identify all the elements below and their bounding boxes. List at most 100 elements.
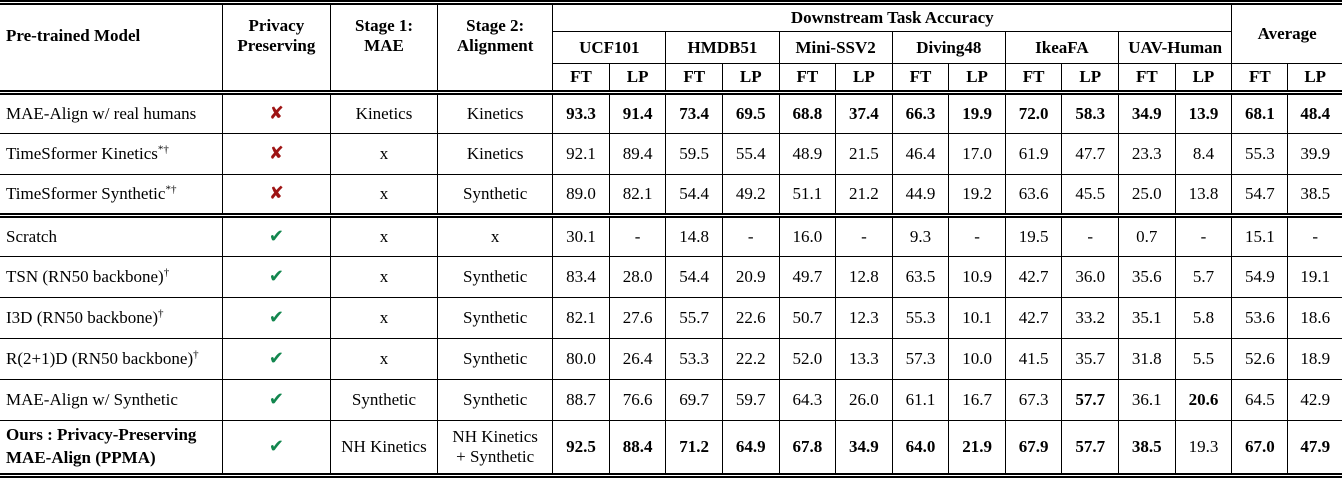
value-cell: 36.0: [1061, 256, 1119, 298]
value-cell: 10.9: [948, 256, 1006, 298]
value-cell: 35.6: [1118, 256, 1176, 298]
value-cell: 13.3: [835, 338, 893, 380]
col-header-hmdb51: HMDB51: [665, 31, 780, 64]
stage2-cell: Kinetics: [437, 92, 553, 134]
value-cell: 67.8: [778, 420, 836, 476]
value-cell: 59.7: [721, 379, 780, 421]
col-header-ft: FT: [552, 63, 610, 95]
value-cell: 53.6: [1231, 297, 1288, 339]
table-row: Scratch ✔ x x 30.1-14.8-16.0-9.3-19.5-0.7-15…: [0, 215, 1342, 257]
value-cell: 76.6: [608, 379, 666, 421]
col-header-stage2: Stage 2: Alignment: [437, 2, 553, 95]
stage1-cell: x: [329, 338, 438, 380]
value-cell: 93.3: [552, 92, 610, 134]
value-cell: 55.3: [891, 297, 949, 339]
footnote-marker: †: [158, 306, 164, 319]
value-cell: 61.1: [891, 379, 949, 421]
stage1-cell: Synthetic: [329, 379, 438, 421]
value-cell: 57.7: [1061, 420, 1119, 476]
value-cell: 12.3: [835, 297, 893, 339]
value-cell: 69.7: [665, 379, 723, 421]
value-cell: 39.9: [1287, 133, 1342, 175]
cross-icon: ✘: [268, 103, 284, 124]
model-name-cell: R(2+1)D (RN50 backbone)†: [0, 338, 223, 380]
value-cell: 46.4: [891, 133, 949, 175]
check-icon: ✔: [268, 307, 284, 328]
value-cell: 22.6: [721, 297, 780, 339]
value-cell: 49.2: [721, 174, 780, 218]
value-cell: -: [608, 215, 666, 257]
stage2-cell: x: [437, 215, 553, 257]
value-cell: 38.5: [1118, 420, 1176, 476]
privacy-cell: ✔: [221, 215, 331, 257]
value-cell: 63.5: [891, 256, 949, 298]
value-cell: 36.1: [1118, 379, 1176, 421]
stage2-cell: Synthetic: [437, 174, 553, 218]
value-cell: 64.0: [891, 420, 949, 476]
value-cell: 26.4: [608, 338, 666, 380]
col-header-lp: LP: [1174, 63, 1232, 95]
value-cell: -: [1287, 215, 1342, 257]
col-header-stage2-line1: Stage 2:: [466, 15, 525, 35]
value-cell: 16.7: [948, 379, 1006, 421]
col-group-downstream: Downstream Task Accuracy: [552, 2, 1232, 32]
stage2-cell: NH Kinetics + Synthetic: [437, 420, 553, 476]
results-table: Pre-trained Model Privacy Preserving Stag…: [0, 0, 1342, 478]
footnote-marker: †: [193, 347, 199, 360]
stage1-cell: x: [329, 256, 438, 298]
stage2-cell: Synthetic: [437, 379, 553, 421]
table-row: MAE-Align w/ Synthetic ✔ Synthetic Syntheti…: [0, 379, 1342, 421]
privacy-cell: ✔: [221, 256, 331, 298]
value-cell: 37.4: [835, 92, 893, 134]
table-row: TimeSformer Synthetic*† ✘ x Synthetic 89.0 82…: [0, 174, 1342, 218]
value-cell: 5.5: [1174, 338, 1232, 380]
value-cell: 69.5: [721, 92, 780, 134]
privacy-cell: ✔: [221, 379, 331, 421]
value-cell: 34.9: [1118, 92, 1176, 134]
value-cell: 42.7: [1004, 256, 1062, 298]
value-cell: 59.5: [665, 133, 723, 175]
value-cell: 53.3: [665, 338, 723, 380]
value-cell: 64.3: [778, 379, 836, 421]
value-cell: 54.4: [665, 256, 723, 298]
col-header-ft: FT: [665, 63, 723, 95]
value-cell: 66.3: [891, 92, 949, 134]
value-cell: 91.4: [608, 92, 666, 134]
value-cell: 8.4: [1174, 133, 1232, 175]
value-cell: 5.8: [1174, 297, 1232, 339]
value-cell: 20.6: [1174, 379, 1232, 421]
value-cell: 21.5: [835, 133, 893, 175]
value-cell: 52.0: [778, 338, 836, 380]
model-name-cell: TimeSformer Synthetic*†: [0, 174, 223, 218]
value-cell: 63.6: [1004, 174, 1062, 218]
value-cell: 14.8: [665, 215, 723, 257]
value-cell: 67.9: [1004, 420, 1062, 476]
col-header-lp: LP: [948, 63, 1006, 95]
value-cell: 51.1: [778, 174, 836, 218]
col-header-ikeafa: IkeaFA: [1004, 31, 1119, 64]
value-cell: 41.5: [1004, 338, 1062, 380]
value-cell: 73.4: [665, 92, 723, 134]
value-cell: 88.4: [608, 420, 666, 476]
value-cell: 25.0: [1118, 174, 1176, 218]
value-cell: 17.0: [948, 133, 1006, 175]
value-cell: 67.0: [1231, 420, 1288, 476]
results-table-container: Pre-trained Model Privacy Preserving Stag…: [0, 0, 1342, 478]
privacy-cell: ✘: [221, 92, 331, 134]
check-icon: ✔: [268, 348, 284, 369]
col-header-model: Pre-trained Model: [0, 2, 223, 95]
privacy-cell: ✔: [221, 338, 331, 380]
col-header-privacy: Privacy Preserving: [221, 2, 331, 95]
col-header-stage2-line2: Alignment: [456, 35, 534, 55]
value-cell: 50.7: [778, 297, 836, 339]
table-header: Pre-trained Model Privacy Preserving Stag…: [0, 2, 1342, 95]
value-cell: 55.3: [1231, 133, 1288, 175]
check-icon: ✔: [268, 266, 284, 287]
footnote-marker: †: [163, 265, 170, 278]
value-cell: 23.3: [1118, 133, 1176, 175]
value-cell: 34.9: [835, 420, 893, 476]
value-cell: 19.1: [1287, 256, 1342, 298]
value-cell: 54.9: [1231, 256, 1288, 298]
value-cell: 33.2: [1061, 297, 1119, 339]
value-cell: -: [721, 215, 780, 257]
